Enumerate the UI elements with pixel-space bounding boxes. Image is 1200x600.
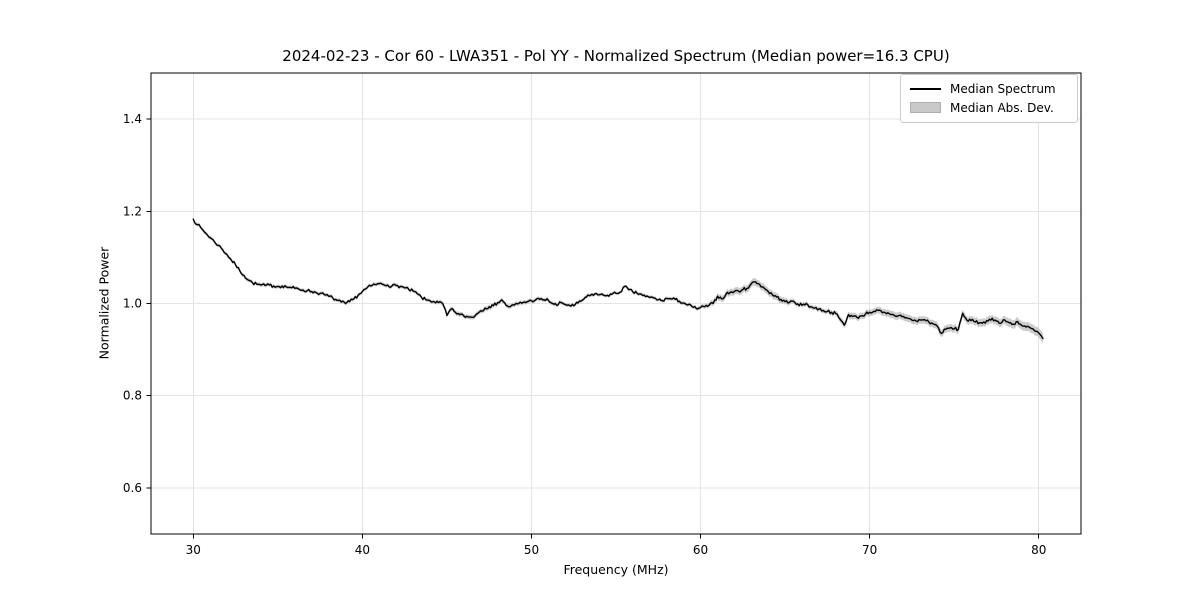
y-tick-label-1.0: 1.0 [123, 297, 142, 311]
gridlines [151, 73, 1081, 534]
legend-label-median-spectrum: Median Spectrum [950, 82, 1056, 97]
y-tick-label-1.4: 1.4 [123, 112, 142, 126]
mad-band-polygon [193, 217, 1043, 344]
chart-title: 2024-02-23 - Cor 60 - LWA351 - Pol YY - … [282, 47, 950, 65]
legend-item-median-abs-dev: Median Abs. Dev. [910, 101, 1068, 115]
x-tick-label-50: 50 [524, 543, 539, 557]
tick-marks [146, 118, 1040, 539]
legend-label-median-abs-dev: Median Abs. Dev. [950, 100, 1054, 115]
x-tick-labels: 30 40 50 60 70 80 [186, 543, 1047, 557]
y-tick-label-0.6: 0.6 [123, 481, 142, 495]
x-tick-label-60: 60 [693, 543, 708, 557]
x-tick-label-30: 30 [186, 543, 201, 557]
y-tick-label-0.8: 0.8 [123, 389, 142, 403]
y-tick-labels: 0.6 0.8 1.0 1.2 1.4 [123, 112, 142, 495]
legend-item-median-spectrum: Median Spectrum [910, 82, 1068, 96]
median-spectrum-line [192, 218, 1044, 340]
legend: Median Spectrum Median Abs. Dev. [900, 74, 1078, 123]
x-tick-label-40: 40 [355, 543, 370, 557]
x-tick-label-70: 70 [862, 543, 877, 557]
median-spectrum-line-swatch [910, 88, 941, 91]
x-tick-label-80: 80 [1031, 543, 1046, 557]
mad-band-swatch [910, 102, 941, 114]
y-tick-label-1.2: 1.2 [123, 204, 142, 218]
x-axis-label: Frequency (MHz) [563, 562, 669, 577]
median-spectrum-path [192, 218, 1044, 340]
mad-band [193, 217, 1043, 344]
